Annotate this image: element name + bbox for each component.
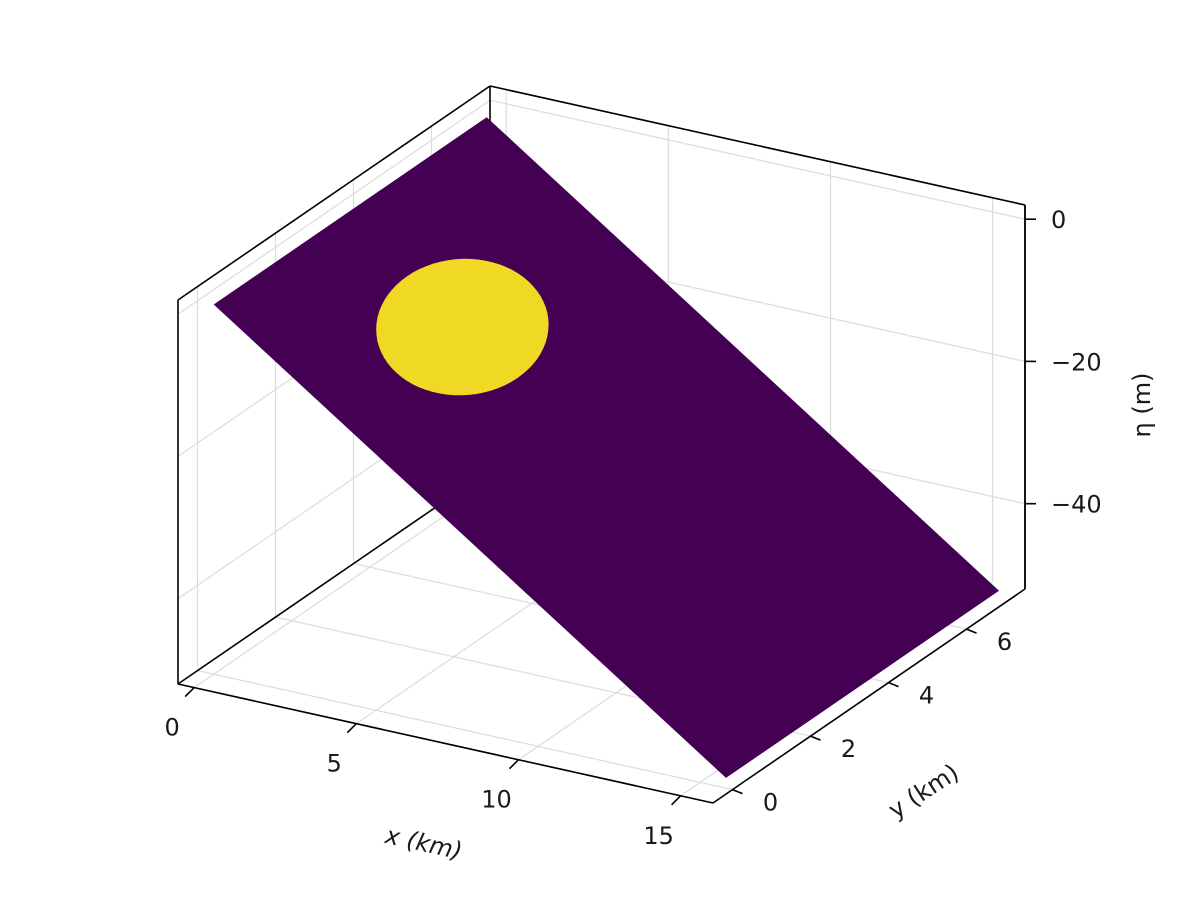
axis-edge: [177, 85, 491, 301]
x-tick-mark: [184, 687, 195, 698]
x-axis-label: x (km): [382, 821, 465, 865]
surface-plot: [213, 117, 999, 778]
y-axis-label: y (km): [883, 758, 964, 824]
y-grid-floor: [197, 670, 733, 791]
surface-circular-region: [376, 258, 549, 396]
z-tick-label: 0: [1051, 206, 1066, 234]
y-tick-mark: [966, 628, 977, 634]
z-grid-sidewall: [177, 99, 491, 315]
y-tick-label: 2: [841, 735, 856, 763]
y-tick-label: 0: [763, 789, 778, 817]
x-tick-label: 5: [327, 750, 342, 778]
axis-edge: [177, 683, 714, 804]
axis-edge-front: [712, 588, 1026, 804]
z-grid-backwall: [489, 99, 1026, 220]
y-tick-mark: [732, 788, 743, 795]
axis-ticks: 0 5 10 15 0 2 4 6 0 −20 −40: [165, 206, 1102, 850]
x-tick-mark: [346, 723, 357, 734]
x-tick-label: 10: [481, 786, 512, 814]
y-tick-label: 6: [997, 628, 1012, 656]
y-tick-mark: [888, 681, 899, 688]
z-axis-label: η (m): [1128, 373, 1156, 438]
surface-plane: [213, 117, 999, 778]
axis-box-front: [712, 205, 1026, 804]
x-tick-mark: [508, 759, 520, 770]
z-tick-label: −40: [1051, 491, 1102, 519]
y-tick-mark: [810, 735, 821, 741]
axis-edge: [489, 85, 1026, 206]
z-tick-label: −20: [1051, 348, 1102, 376]
x-tick-label: 0: [165, 714, 180, 742]
y-tick-label: 4: [919, 682, 934, 710]
x-tick-mark: [671, 795, 682, 806]
x-tick-label: 15: [643, 822, 674, 850]
